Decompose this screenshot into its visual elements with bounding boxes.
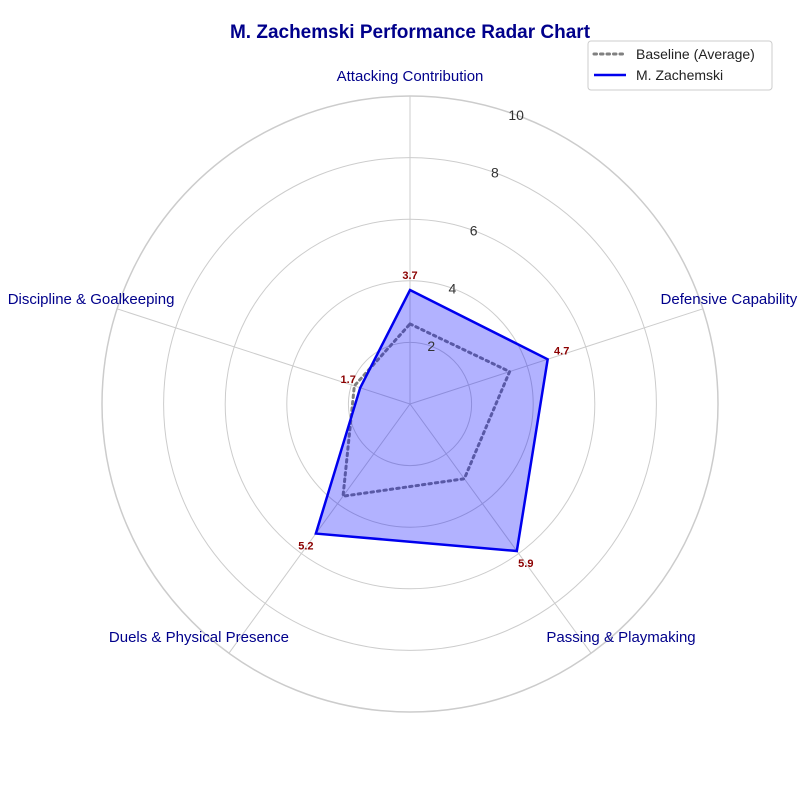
category-label: Discipline & Goalkeeping	[8, 291, 175, 308]
data-value-label: 3.7	[402, 270, 417, 282]
category-label: Passing & Playmaking	[546, 629, 695, 646]
radar-labels: 2 4 6 8 10 Attacking Contribution Defensive Ca…	[8, 68, 798, 646]
r-tick-label: 6	[470, 223, 478, 239]
grid-spoke	[228, 403, 411, 654]
grid-spoke	[409, 308, 704, 405]
chart-title: M. Zachemski Performance Radar Chart	[230, 22, 591, 43]
category-label: Defensive Capability	[661, 291, 798, 308]
r-tick-label: 10	[508, 107, 524, 123]
series-baseline-polygon	[341, 322, 512, 498]
data-value-label: 4.7	[554, 345, 569, 357]
r-tick-label: 8	[491, 165, 499, 181]
r-tick-label: 4	[449, 280, 457, 296]
legend: Baseline (Average) M. Zachemski	[587, 40, 773, 91]
radar-series	[314, 288, 550, 553]
legend-label-baseline: Baseline (Average)	[636, 46, 755, 62]
grid-spoke	[409, 403, 592, 654]
category-label: Attacking Contribution	[337, 68, 484, 85]
data-value-label: 5.2	[298, 541, 313, 553]
r-tick-label: 2	[427, 338, 435, 354]
legend-box	[587, 40, 773, 91]
radar-grid	[101, 95, 719, 713]
series-player-polygon	[314, 288, 550, 553]
data-value-label: 5.9	[518, 558, 533, 570]
legend-label-player: M. Zachemski	[636, 67, 723, 83]
data-value-label: 1.7	[341, 374, 356, 386]
category-label: Duels & Physical Presence	[109, 629, 289, 646]
